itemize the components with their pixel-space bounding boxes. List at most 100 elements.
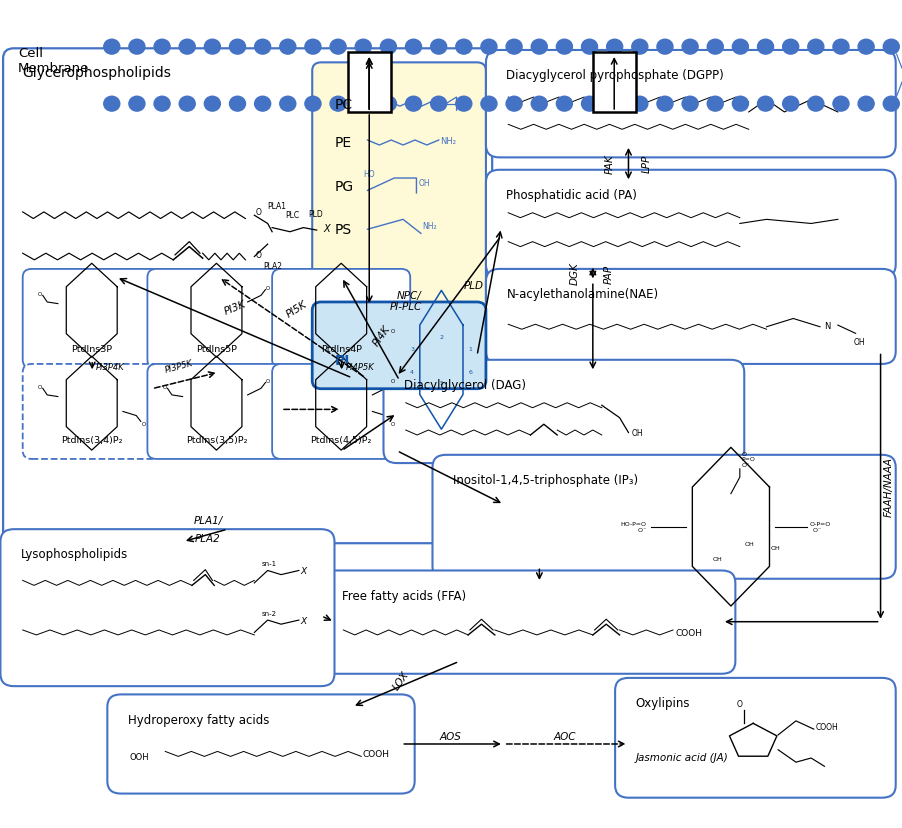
Bar — [348, 53, 391, 113]
Text: PG: PG — [335, 180, 354, 194]
Text: X: X — [324, 224, 330, 233]
Circle shape — [355, 97, 372, 112]
Circle shape — [481, 41, 497, 55]
FancyBboxPatch shape — [432, 455, 896, 579]
Circle shape — [783, 41, 798, 55]
Circle shape — [557, 41, 573, 55]
Circle shape — [808, 41, 824, 55]
Text: Glycerophospholipids: Glycerophospholipids — [23, 65, 171, 79]
Text: OH: OH — [713, 556, 723, 561]
FancyBboxPatch shape — [3, 49, 492, 543]
Text: PI: PI — [335, 354, 350, 368]
Text: PLC: PLC — [286, 211, 299, 220]
Circle shape — [381, 41, 396, 55]
Text: Hydroperoxy fatty acids: Hydroperoxy fatty acids — [128, 713, 269, 725]
Circle shape — [783, 97, 798, 112]
FancyBboxPatch shape — [107, 695, 415, 793]
Text: COOH: COOH — [676, 628, 703, 638]
Text: Oxylipins: Oxylipins — [636, 696, 690, 710]
Text: PC: PC — [335, 98, 353, 112]
Text: O: O — [162, 385, 167, 390]
Text: PI4P5K: PI4P5K — [346, 363, 375, 372]
Text: sn-1: sn-1 — [262, 561, 277, 566]
Circle shape — [858, 41, 874, 55]
Circle shape — [758, 97, 774, 112]
Circle shape — [104, 41, 120, 55]
Text: O: O — [38, 385, 42, 390]
Text: sn-2: sn-2 — [262, 610, 276, 616]
Circle shape — [456, 41, 472, 55]
Text: O: O — [391, 421, 395, 426]
Text: Phosphatidic acid (PA): Phosphatidic acid (PA) — [506, 189, 638, 202]
Text: PI3P5K: PI3P5K — [163, 359, 194, 374]
Circle shape — [657, 41, 673, 55]
Text: 6: 6 — [469, 369, 473, 374]
Text: O: O — [142, 421, 145, 426]
Circle shape — [381, 97, 396, 112]
FancyBboxPatch shape — [147, 270, 286, 368]
Text: Diacylglycerol (DAG): Diacylglycerol (DAG) — [404, 378, 526, 392]
Text: O: O — [737, 700, 742, 709]
FancyBboxPatch shape — [272, 364, 410, 460]
Circle shape — [104, 97, 120, 112]
Text: PI3K: PI3K — [223, 299, 247, 316]
Text: PLD: PLD — [308, 209, 323, 219]
Text: O: O — [266, 378, 271, 383]
Text: PtdIns(4,5)P₂: PtdIns(4,5)P₂ — [310, 436, 372, 445]
Text: N-acylethanolamine(NAE): N-acylethanolamine(NAE) — [506, 288, 658, 301]
Circle shape — [280, 97, 296, 112]
FancyBboxPatch shape — [312, 63, 486, 389]
Circle shape — [205, 41, 220, 55]
Text: NPC/
PI-PLC: NPC/ PI-PLC — [390, 290, 422, 311]
Text: OH: OH — [744, 541, 754, 546]
Circle shape — [631, 97, 648, 112]
Text: PI5K: PI5K — [285, 299, 309, 319]
Text: N: N — [824, 321, 831, 330]
Circle shape — [883, 97, 899, 112]
Circle shape — [456, 97, 472, 112]
Circle shape — [430, 41, 446, 55]
Circle shape — [179, 41, 195, 55]
Text: N: N — [462, 98, 468, 107]
Circle shape — [355, 41, 372, 55]
FancyBboxPatch shape — [486, 171, 896, 278]
Text: LOX: LOX — [391, 668, 411, 691]
Text: PAK: PAK — [605, 154, 615, 174]
Text: 3: 3 — [410, 346, 414, 351]
Text: NH₂: NH₂ — [423, 221, 437, 230]
Text: PLA2: PLA2 — [195, 534, 221, 544]
Text: PtdIns4P: PtdIns4P — [321, 344, 362, 354]
Text: 5: 5 — [439, 381, 443, 386]
Text: Inositol-1,4,5-triphosphate (IP₃): Inositol-1,4,5-triphosphate (IP₃) — [453, 474, 638, 486]
Circle shape — [305, 41, 321, 55]
Text: PtdIns5P: PtdIns5P — [196, 344, 237, 354]
Circle shape — [808, 97, 824, 112]
Circle shape — [682, 97, 698, 112]
Text: O: O — [266, 285, 271, 291]
Text: Cell
Membrane: Cell Membrane — [18, 47, 89, 75]
Circle shape — [406, 97, 421, 112]
Text: O: O — [391, 378, 395, 383]
Circle shape — [858, 97, 874, 112]
Circle shape — [229, 41, 245, 55]
Circle shape — [280, 41, 296, 55]
Text: Diacyglycerol pyrophosphate (DGPP): Diacyglycerol pyrophosphate (DGPP) — [506, 69, 724, 82]
Circle shape — [557, 97, 573, 112]
Circle shape — [833, 41, 849, 55]
Text: O-P=O
  O⁻: O-P=O O⁻ — [809, 522, 831, 532]
FancyBboxPatch shape — [23, 270, 161, 368]
Circle shape — [229, 97, 245, 112]
FancyBboxPatch shape — [312, 302, 486, 389]
Circle shape — [129, 97, 145, 112]
Text: DGK: DGK — [569, 262, 579, 285]
Text: PtdIns3P: PtdIns3P — [71, 344, 113, 354]
Circle shape — [607, 97, 622, 112]
Circle shape — [531, 41, 548, 55]
Circle shape — [254, 41, 271, 55]
Text: O: O — [256, 251, 262, 260]
Circle shape — [154, 97, 170, 112]
Text: O
P=O
O⁻: O P=O O⁻ — [741, 451, 756, 468]
Circle shape — [631, 41, 648, 55]
Text: PE: PE — [335, 137, 352, 151]
Circle shape — [179, 97, 195, 112]
